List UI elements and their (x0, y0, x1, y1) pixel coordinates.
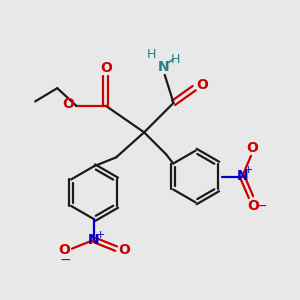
Text: O: O (248, 199, 259, 213)
Text: −: − (256, 198, 267, 212)
Text: O: O (247, 141, 258, 154)
Text: O: O (196, 78, 208, 92)
Text: O: O (100, 61, 112, 75)
Text: H: H (171, 53, 181, 66)
Text: +: + (244, 165, 253, 175)
Text: −: − (60, 253, 71, 267)
Text: H: H (147, 48, 156, 62)
Text: N: N (88, 233, 100, 248)
Text: O: O (118, 243, 130, 257)
Text: O: O (58, 243, 70, 257)
Text: O: O (62, 98, 74, 111)
Text: +: + (96, 230, 105, 239)
Text: N: N (236, 169, 248, 183)
Text: N: N (158, 60, 169, 74)
